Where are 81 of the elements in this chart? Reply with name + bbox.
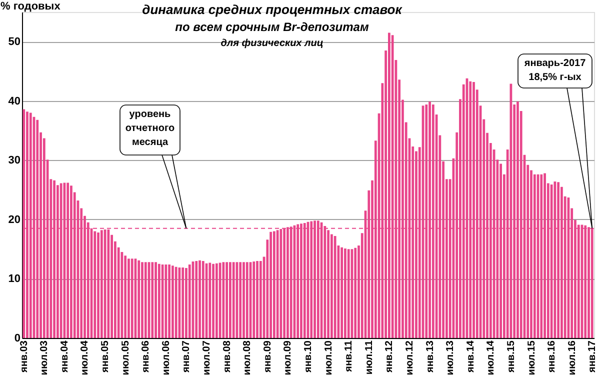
bar [226,262,228,338]
bar [354,248,357,338]
bar [330,234,333,338]
x-tick-label: июл.10 [323,340,334,376]
bar [272,231,276,338]
y-tick-label: 10 [8,273,20,286]
x-tick-label: июл.08 [242,340,254,376]
y-tick-label: 30 [8,154,20,167]
x-tick-label: янв.15 [506,340,517,372]
x-tick-label: янв.14 [465,340,476,372]
x-tick-label: июл.05 [120,340,132,376]
x-tick-label: янв.12 [384,340,396,372]
y-tick-label: 40 [8,95,20,108]
bar [259,260,262,338]
x-tick-label: янв.10 [303,340,314,372]
bar [202,260,204,338]
bar [130,258,134,338]
bar [252,262,256,338]
x-tick-label: янв.11 [344,340,355,372]
bar [256,260,258,338]
bar [138,260,140,338]
y-tick-label: 0 [14,332,20,344]
bar [215,263,218,338]
x-tick-label: янв.03 [18,340,30,372]
bar [174,266,178,338]
bar [154,262,157,338]
annotation: уровень отчетного месяца [125,109,175,148]
bar [188,264,191,338]
x-tick-label: янв.07 [181,340,192,372]
x-tick-label: янв.05 [100,340,112,372]
x-tick-label: янв.13 [424,340,436,372]
bar [168,264,170,338]
bar [198,260,201,338]
bar [208,262,212,338]
annotation: январь-2017 18,5% г-ых [524,58,586,83]
bar [212,264,214,338]
bar [242,262,245,338]
bar [229,262,232,338]
x-tick-label: июл.09 [282,340,294,376]
y-tick-label: 50 [8,36,20,48]
x-tick-label: янв.04 [59,340,70,372]
bar [97,232,100,338]
y-axis-title: % годовых [0,0,62,12]
y-tick-label: 20 [8,214,20,226]
x-tick-label: янв.17 [587,340,598,372]
bar [239,262,242,338]
x-tick-label: июл.15 [526,340,538,376]
x-tick-label: янв.09 [262,340,274,372]
bar [344,248,346,338]
x-tick-label: июл.11 [364,340,375,375]
x-tick-label: июл.07 [202,340,213,376]
bar [144,262,147,338]
bar [270,232,272,338]
bar [195,260,198,338]
x-tick-label: июл.12 [404,340,416,376]
x-tick-label: янв.06 [140,340,152,372]
bar [158,264,160,338]
x-tick-label: янв.08 [222,340,233,372]
bar [141,262,144,338]
bar [124,256,127,338]
bar [128,258,130,338]
x-tick-label: июл.16 [566,340,578,376]
x-tick-label: янв.16 [546,340,558,372]
x-tick-label: июл.03 [39,340,50,376]
bar [232,262,235,338]
x-tick-label: июл.13 [445,340,456,376]
bar [172,266,174,338]
x-tick-label: июл.06 [160,340,172,376]
bar [340,247,344,338]
bar [182,267,184,338]
bar [94,231,96,338]
x-tick-label: июл.04 [80,340,91,376]
bar [164,264,168,338]
bar [151,262,154,338]
bar [185,268,188,338]
text: по всем срочным Br-депозитам [175,20,369,34]
chart-title: динамика средних процентных ставок [142,2,404,17]
text: для физических лиц [220,38,324,49]
bar [246,262,248,338]
bar [347,249,350,338]
x-tick-label: июл.14 [486,340,497,376]
